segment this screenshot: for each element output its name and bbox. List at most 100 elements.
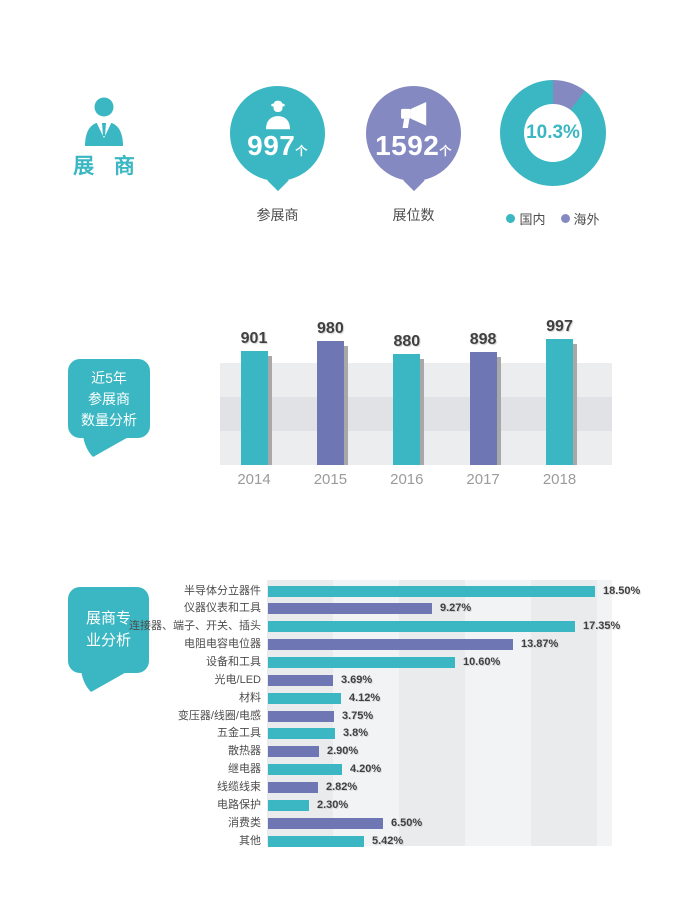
category-percentage-label: 17.35% bbox=[583, 620, 621, 633]
category-percentage-label: 2.90% bbox=[327, 745, 359, 758]
bar-value-label: 898 bbox=[469, 331, 497, 348]
specialty-horizontal-bar-chart: 半导体分立器件 18.50% 仪器仪表和工具 9.27% 连接器、端子、开关、插头 17.… bbox=[0, 578, 660, 858]
megaphone-icon bbox=[366, 99, 461, 131]
category-bar bbox=[268, 692, 341, 704]
booths-count: 1592个 bbox=[366, 131, 461, 166]
category-bar bbox=[268, 603, 432, 615]
category-label: 线缆线束 bbox=[217, 780, 261, 793]
category-bar bbox=[268, 585, 595, 597]
category-percentage-label: 5.42% bbox=[372, 834, 404, 847]
bubble-tail bbox=[402, 169, 425, 192]
year-bar-2016 bbox=[393, 354, 421, 465]
category-label: 其他 bbox=[239, 834, 261, 847]
section-title: 展 商 bbox=[73, 155, 142, 178]
bar-shadow bbox=[573, 344, 577, 465]
domestic-overseas-donut-chart: 10.3% bbox=[500, 80, 606, 186]
bar-value-label: 980 bbox=[317, 320, 344, 337]
category-percentage-label: 9.27% bbox=[440, 602, 472, 615]
bubble-tail-pointer bbox=[76, 435, 136, 464]
category-label: 材料 bbox=[239, 691, 261, 704]
booths-stat-bubble: 1592个 bbox=[366, 86, 461, 192]
legend-item-overseas: 海外 bbox=[560, 209, 600, 228]
x-axis-year-label: 2017 bbox=[466, 471, 500, 488]
category-label: 电阻电容电位器 bbox=[184, 638, 261, 651]
exhibitor-person-icon bbox=[79, 97, 129, 154]
category-bar bbox=[268, 621, 575, 633]
category-bar bbox=[268, 746, 319, 758]
exhibitors-stat-bubble: 997个 bbox=[230, 86, 325, 192]
exhibitors-stat-label: 参展商 bbox=[256, 207, 299, 223]
bar-value-label: 997 bbox=[546, 318, 573, 335]
bubble-title-line: 展商专 bbox=[85, 610, 131, 627]
category-label: 连接器、端子、开关、插头 bbox=[129, 620, 261, 633]
year-bar-2015 bbox=[316, 341, 344, 465]
category-bar bbox=[268, 817, 383, 829]
bubble-title-line: 参展商 bbox=[88, 391, 130, 407]
bar-value-label: 901 bbox=[240, 330, 268, 347]
category-label: 继电器 bbox=[228, 763, 261, 776]
yearly-bar-chart: 901 2014 980 2015 880 2016 898 2017 997 2018 bbox=[220, 318, 612, 490]
year-bar-2018 bbox=[546, 339, 573, 465]
booths-stat-label: 展位数 bbox=[392, 207, 435, 223]
category-label: 五金工具 bbox=[217, 727, 261, 740]
year-bar-2014 bbox=[240, 351, 268, 465]
person-badge-icon bbox=[230, 99, 325, 131]
category-bar bbox=[268, 764, 342, 776]
overseas-percentage: 10.3% bbox=[526, 122, 580, 143]
category-bar bbox=[268, 799, 309, 811]
category-bar bbox=[268, 674, 333, 686]
category-label: 设备和工具 bbox=[206, 655, 261, 668]
category-label: 散热器 bbox=[228, 745, 261, 758]
year-bar-2017 bbox=[469, 352, 497, 465]
bubble-title-line: 业分析 bbox=[85, 632, 131, 649]
x-axis-year-label: 2015 bbox=[313, 471, 348, 488]
category-bar bbox=[268, 639, 513, 651]
category-label: 变压器/线圈/电感 bbox=[177, 709, 261, 722]
bubble-title-line: 近5年 bbox=[91, 370, 127, 386]
legend-dot-icon bbox=[560, 214, 570, 223]
donut-legend: 国内 海外 bbox=[488, 209, 618, 228]
category-percentage-label: 4.20% bbox=[350, 763, 382, 776]
booths-count-number: 1592 bbox=[375, 130, 440, 161]
category-bar bbox=[268, 835, 364, 847]
category-percentage-label: 2.30% bbox=[317, 798, 349, 811]
category-label: 光电/LED bbox=[214, 673, 261, 686]
category-label: 半导体分立器件 bbox=[184, 584, 261, 597]
legend-label: 国内 bbox=[519, 212, 546, 227]
legend-dot-icon bbox=[506, 214, 516, 223]
category-bar bbox=[268, 656, 455, 668]
category-percentage-label: 3.75% bbox=[342, 709, 374, 722]
category-label: 电路保护 bbox=[217, 798, 261, 811]
exhibitors-count: 997个 bbox=[230, 131, 325, 166]
bubble-title-line: 数量分析 bbox=[81, 412, 137, 428]
category-bar bbox=[268, 728, 335, 740]
x-axis-year-label: 2018 bbox=[542, 471, 577, 488]
category-percentage-label: 2.82% bbox=[326, 780, 358, 793]
exhibitors-count-unit: 个 bbox=[295, 144, 308, 158]
bubble-tail bbox=[266, 169, 289, 192]
legend-label: 海外 bbox=[573, 212, 600, 227]
category-percentage-label: 13.87% bbox=[521, 638, 559, 651]
category-bar bbox=[268, 710, 334, 722]
bar-value-label: 880 bbox=[393, 333, 421, 350]
bar-shadow bbox=[343, 346, 348, 465]
bar-shadow bbox=[496, 357, 501, 465]
yearly-chart-title-bubble: 近5年 参展商 数量分析 bbox=[68, 359, 150, 438]
category-bar bbox=[268, 781, 318, 793]
category-percentage-label: 3.8% bbox=[343, 727, 369, 740]
category-label: 仪器仪表和工具 bbox=[184, 602, 261, 615]
donut-hole: 10.3% bbox=[524, 104, 582, 162]
category-percentage-label: 18.50% bbox=[603, 584, 641, 597]
legend-item-domestic: 国内 bbox=[506, 209, 546, 228]
category-percentage-label: 6.50% bbox=[391, 816, 423, 829]
category-label: 消费类 bbox=[228, 816, 261, 829]
category-percentage-label: 3.69% bbox=[341, 673, 373, 686]
bar-shadow bbox=[267, 356, 272, 465]
x-axis-year-label: 2016 bbox=[390, 471, 424, 488]
specialty-chart-title-bubble: 展商专 业分析 bbox=[68, 587, 149, 673]
bubble-tail-pointer bbox=[74, 670, 134, 699]
bar-shadow bbox=[420, 359, 425, 465]
x-axis-year-label: 2014 bbox=[237, 471, 271, 488]
exhibitors-count-number: 997 bbox=[247, 130, 296, 161]
